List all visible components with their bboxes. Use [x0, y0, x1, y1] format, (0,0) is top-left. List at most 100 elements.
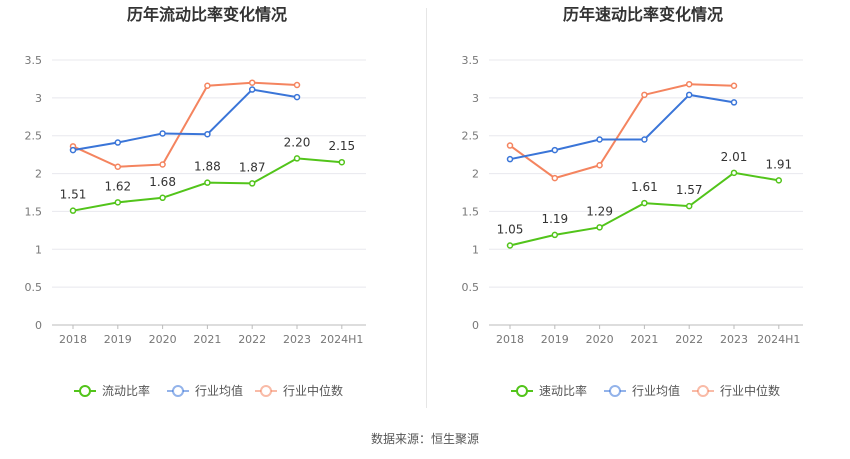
chart1-data-label: 1.88: [194, 160, 221, 174]
chart2-x-tick-label: 2023: [720, 333, 748, 346]
chart2-y-tick-label: 3: [472, 92, 479, 105]
chart1-data-label: 1.68: [149, 175, 176, 189]
chart1-point: [114, 199, 122, 206]
chart1-title: 历年流动比率变化情况: [127, 5, 287, 24]
chart2-x-tick-label: 2022: [675, 333, 703, 346]
chart1-point: [69, 146, 77, 154]
chart1-y-tick-label: 0.5: [25, 281, 43, 294]
chart1-y-tick-label: 3: [35, 92, 42, 105]
chart2-point: [685, 91, 693, 99]
chart1-point: [293, 155, 301, 162]
chart2-series-line-3: [509, 83, 735, 180]
chart1-data-label: 1.87: [239, 160, 266, 174]
chart1-point: [248, 79, 256, 86]
chart2-point: [596, 136, 603, 143]
chart2-legend-marker: [516, 385, 528, 397]
chart2-point: [551, 231, 559, 239]
chart1-y-tick-label: 1: [35, 243, 42, 256]
chart2-y-tick-label: 0: [472, 319, 479, 332]
chart1-data-label: 1.51: [60, 188, 87, 202]
chart2-point: [596, 224, 603, 231]
chart1-x-tick-label: 2020: [149, 333, 177, 346]
chart1-series-line-3: [72, 81, 298, 168]
chart1-point: [159, 194, 166, 202]
panel-divider: [426, 8, 427, 408]
chart1-point: [293, 93, 301, 101]
chart1-legend-label: 行业均值: [195, 383, 243, 398]
chart1-y-tick-label: 0: [35, 319, 42, 332]
chart1-x-tick-label: 2024H1: [320, 333, 363, 346]
chart2-data-label: 1.29: [586, 204, 613, 218]
chart1-x-tick-label: 2019: [104, 333, 132, 346]
chart2-y-tick-label: 1: [472, 243, 479, 256]
chart1-x-tick-label: 2021: [193, 333, 221, 346]
chart2-point: [641, 199, 648, 207]
chart1-point: [69, 207, 77, 214]
chart1-point: [114, 139, 122, 146]
chart1-legend-marker: [79, 385, 91, 397]
chart2-point: [685, 202, 693, 210]
chart2-point: [730, 99, 738, 106]
chart1-point: [293, 81, 301, 89]
chart2-point: [596, 161, 603, 169]
chart1-y-tick-label: 2: [35, 168, 42, 181]
chart1-data-label: 1.62: [104, 179, 131, 193]
chart1-legend-marker: [172, 385, 184, 397]
chart2-data-label: 1.57: [676, 183, 703, 197]
chart2-x-tick-label: 2021: [630, 333, 658, 346]
chart2-point: [506, 242, 514, 249]
chart2-point: [641, 136, 648, 143]
chart2-data-label: 1.05: [497, 223, 524, 237]
chart2-point: [551, 174, 559, 182]
chart2-y-tick-label: 3.5: [462, 54, 480, 67]
chart2-legend-label: 速动比率: [539, 383, 587, 398]
chart1-x-tick-label: 2018: [59, 333, 87, 346]
chart2-legend-marker: [609, 385, 621, 397]
chart2-x-tick-label: 2024H1: [757, 333, 800, 346]
data-source-note: 数据来源：恒生聚源: [370, 432, 479, 446]
chart1-point: [159, 161, 166, 168]
chart2-x-tick-label: 2019: [541, 333, 569, 346]
chart2-data-label: 1.91: [765, 157, 792, 171]
chart1-point: [338, 158, 346, 166]
chart2-data-label: 2.01: [721, 150, 748, 164]
chart2-y-tick-label: 2.5: [462, 130, 480, 143]
chart1-x-tick-label: 2023: [283, 333, 311, 346]
chart2-point: [641, 91, 648, 99]
chart1-point: [248, 86, 256, 93]
chart1-point: [204, 130, 211, 138]
chart2-point: [730, 82, 738, 89]
chart2-point: [775, 177, 783, 184]
chart2-y-tick-label: 1.5: [462, 205, 480, 218]
chart1-legend-marker: [260, 385, 272, 397]
chart2-point: [685, 80, 693, 88]
chart2-point: [506, 142, 514, 149]
chart2-y-tick-label: 0.5: [462, 281, 480, 294]
chart1-y-tick-label: 1.5: [25, 205, 43, 218]
chart2-data-label: 1.61: [631, 180, 658, 194]
chart2-data-label: 1.19: [541, 212, 568, 226]
chart2-x-tick-label: 2020: [586, 333, 614, 346]
chart1-point: [204, 82, 211, 89]
chart1-point: [204, 179, 211, 186]
chart1-point: [114, 163, 122, 171]
chart1-point: [159, 130, 166, 137]
chart2-legend-label: 行业均值: [632, 383, 680, 398]
chart2-series-line-2: [509, 93, 735, 161]
chart2-y-tick-label: 2: [472, 168, 479, 181]
chart1-legend-label: 流动比率: [102, 383, 150, 398]
chart1-y-tick-label: 3.5: [25, 54, 43, 67]
chart1-x-tick-label: 2022: [238, 333, 266, 346]
chart2-legend-marker: [697, 385, 709, 397]
chart1-series-line-2: [72, 88, 298, 152]
chart2-legend-label: 行业中位数: [720, 383, 780, 398]
chart2-title: 历年速动比率变化情况: [563, 5, 723, 24]
chart2-x-tick-label: 2018: [496, 333, 524, 346]
chart1-data-label: 2.20: [284, 135, 311, 149]
chart1-data-label: 2.15: [328, 139, 355, 153]
chart2-point: [506, 155, 514, 163]
chart2-point: [551, 146, 559, 154]
chart2-point: [730, 169, 738, 177]
chart1-y-tick-label: 2.5: [25, 130, 43, 143]
